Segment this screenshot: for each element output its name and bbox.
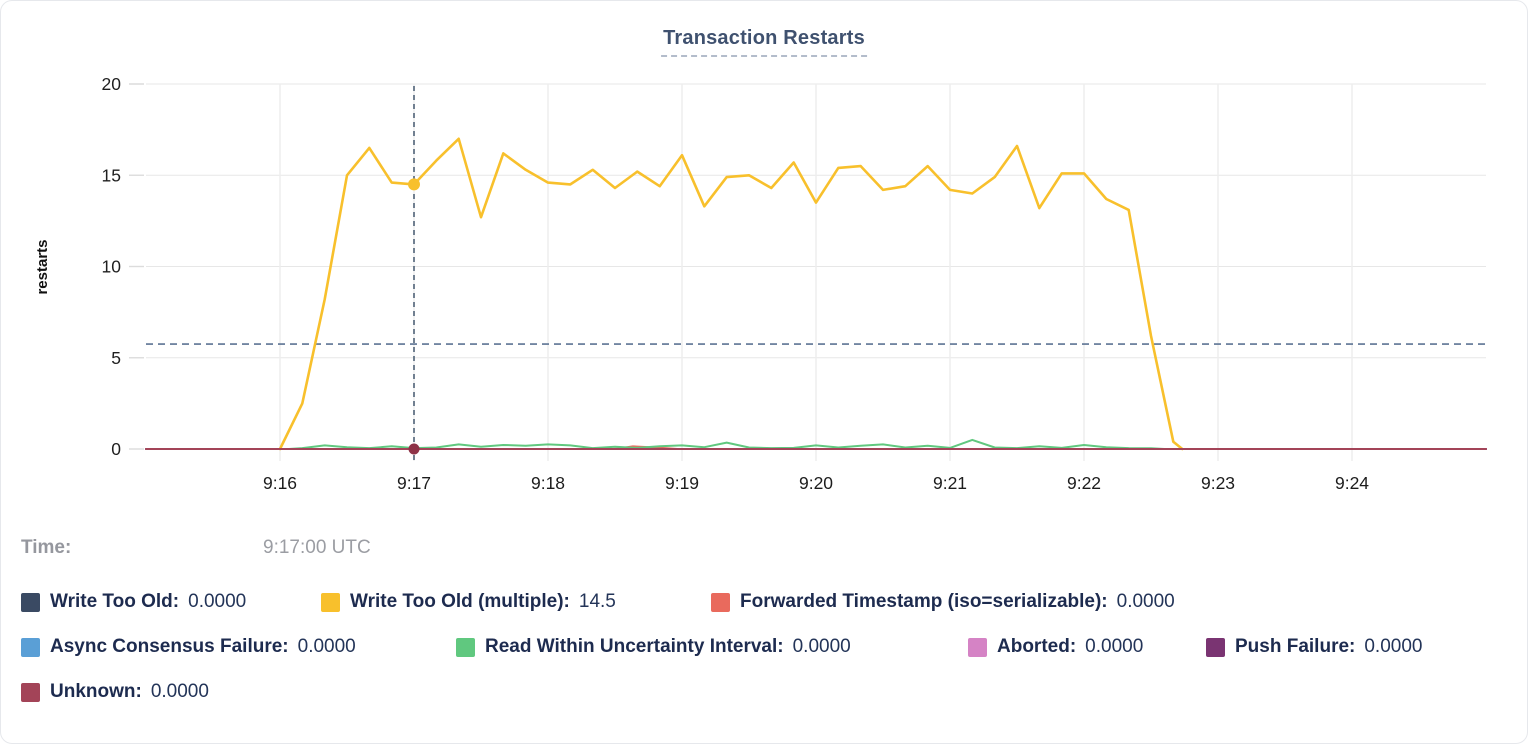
legend-value: 0.0000	[1085, 636, 1144, 657]
legend-value: 0.0000	[188, 591, 247, 612]
y-tick-label: 10	[102, 257, 122, 277]
legend-value: 0.0000	[150, 681, 209, 702]
series-line-write-too-old-multiple	[278, 137, 1184, 451]
hover-dot-zero	[408, 443, 420, 455]
legend-item-aborted: Aborted: 0.0000	[968, 636, 1143, 658]
x-tick-label: 9:24	[1335, 473, 1369, 493]
legend-label: Write Too Old (multiple):	[350, 591, 570, 612]
legend-value: 0.0000	[1364, 636, 1423, 657]
legend-value: 0.0000	[297, 636, 356, 657]
chart-title[interactable]: Transaction Restarts	[661, 27, 867, 57]
y-grid: 0 5 10 15 20	[102, 74, 1486, 459]
legend-label: Forwarded Timestamp (iso=serializable):	[740, 591, 1108, 612]
legend-item-unknown: Unknown: 0.0000	[21, 681, 209, 703]
legend-value: 14.5	[578, 591, 616, 612]
legend-label: Aborted:	[997, 636, 1077, 657]
hover-time-value: 9:17:00 UTC	[263, 537, 371, 558]
series-line-read-within-uncertainty-interval	[287, 438, 1166, 450]
legend-row: Write Too Old: 0.0000 Write Too Old (multi…	[1, 591, 1527, 617]
x-tick-label: 9:18	[531, 473, 565, 493]
legend-item-async-consensus-failure: Async Consensus Failure: 0.0000	[21, 636, 356, 658]
y-axis-label: restarts	[34, 239, 51, 294]
legend-item-write-too-old: Write Too Old: 0.0000	[21, 591, 246, 613]
x-tick-label: 9:22	[1067, 473, 1101, 493]
hover-time-label: Time:	[21, 537, 72, 558]
legend-value: 0.0000	[792, 636, 851, 657]
legend-swatch	[968, 637, 987, 657]
y-tick-label: 15	[102, 165, 121, 185]
legend-label: Push Failure:	[1235, 636, 1356, 657]
legend-value: 0.0000	[1116, 591, 1175, 612]
x-grid: 9:16 9:17 9:18 9:19 9:20 9:21 9:22 9:23 9:24	[263, 84, 1369, 493]
legend-swatch	[21, 682, 40, 702]
legend-swatch	[711, 592, 730, 612]
x-tick-label: 9:21	[933, 473, 967, 493]
x-tick-label: 9:19	[665, 473, 699, 493]
legend-row: Unknown: 0.0000	[1, 681, 1527, 707]
legend-item-forwarded-timestamp-iso-serializable: Forwarded Timestamp (iso=serializable): 0…	[711, 591, 1175, 613]
y-tick-label: 0	[111, 439, 121, 459]
legend-item-push-failure: Push Failure: 0.0000	[1206, 636, 1422, 658]
y-tick-label: 20	[102, 74, 122, 94]
hover-dot-highlight	[408, 178, 420, 191]
legend-item-write-too-old-multiple: Write Too Old (multiple): 14.5	[321, 591, 616, 613]
legend-label: Write Too Old:	[50, 591, 180, 612]
legend-swatch	[321, 592, 340, 612]
legend-label: Unknown:	[50, 681, 142, 702]
hover-time-row: Time: 9:17:00 UTC	[1, 537, 1527, 561]
legend-swatch	[21, 592, 40, 612]
x-tick-label: 9:20	[799, 473, 833, 493]
x-tick-label: 9:16	[263, 473, 297, 493]
legend-item-read-within-uncertainty-interval: Read Within Uncertainty Interval: 0.0000	[456, 636, 851, 658]
x-tick-label: 9:23	[1201, 473, 1235, 493]
legend-swatch	[1206, 637, 1225, 657]
legend-label: Async Consensus Failure:	[50, 636, 289, 657]
transaction-restarts-chart[interactable]: 0 5 10 15 20 9:16 9:17 9:18 9:19 9:20 9:21 9:22 9:23…	[1, 1, 1528, 511]
legend-swatch	[456, 637, 475, 657]
x-tick-label: 9:17	[397, 473, 431, 493]
legend-row: Async Consensus Failure: 0.0000 Read Withi…	[1, 636, 1527, 662]
legend-label: Read Within Uncertainty Interval:	[485, 636, 784, 657]
y-tick-label: 5	[111, 348, 121, 368]
legend-swatch	[21, 637, 40, 657]
